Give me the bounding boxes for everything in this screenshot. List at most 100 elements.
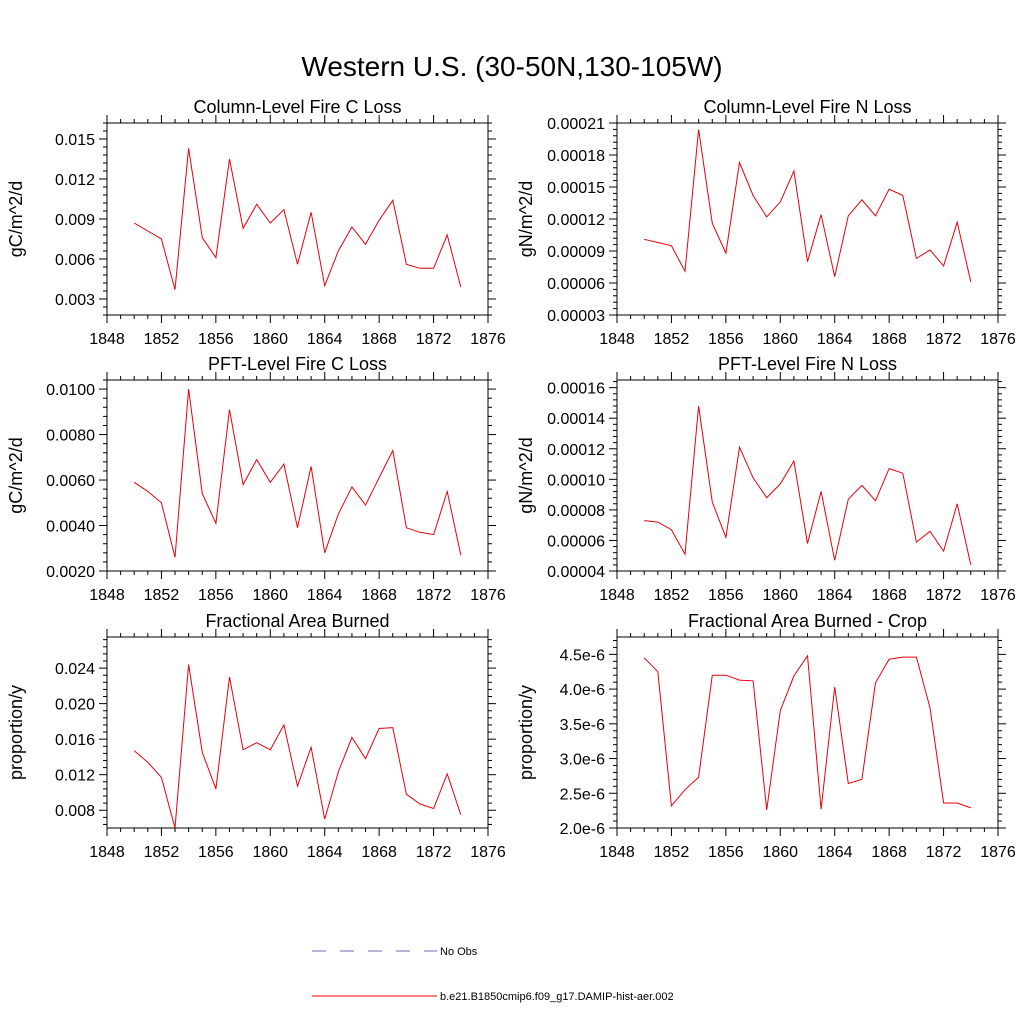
y-tick-label: 0.015 [55, 132, 95, 149]
x-tick-label: 1856 [708, 844, 744, 861]
series-line [133, 664, 462, 829]
y-axis-label: proportion/y [6, 685, 26, 780]
panels: Column-Level Fire C Loss 1848 1852 1856 1860… [6, 97, 1016, 861]
figure-title: Western U.S. (30-50N,130-105W) [301, 51, 722, 82]
y-tick-label: 0.00015 [547, 180, 605, 197]
plot-frame [106, 122, 489, 316]
x-tick-label: 1864 [307, 331, 343, 348]
y-tick-label: 0.00009 [547, 244, 605, 261]
x-tick-label: 1848 [599, 844, 635, 861]
x-tick-label: 1876 [470, 844, 506, 861]
y-tick-label: 3.0e-6 [560, 752, 605, 769]
x-tick-label: 1856 [708, 331, 744, 348]
x-tick-label: 1868 [871, 587, 907, 604]
chart-panel-1: Column-Level Fire C Loss 1848 1852 1856 1860… [6, 97, 506, 348]
chart-panel-3: PFT-Level Fire C Loss 1848 1852 1856 1860 186… [6, 354, 506, 604]
y-tick-label: 0.009 [55, 212, 95, 229]
x-tick-label: 1848 [599, 331, 635, 348]
y-tick-label: 0.0040 [46, 519, 95, 536]
y-tick-label: 0.00016 [547, 381, 605, 398]
y-tick-label: 0.0080 [46, 428, 95, 445]
x-tick-label: 1868 [361, 844, 397, 861]
y-tick-label: 2.5e-6 [560, 786, 605, 803]
x-tick-label: 1856 [198, 587, 234, 604]
panel-title: Fractional Area Burned [205, 611, 389, 631]
x-tick-label: 1852 [144, 331, 180, 348]
panel-title: PFT-Level Fire N Loss [718, 354, 897, 374]
x-tick-label: 1848 [89, 587, 125, 604]
x-tick-label: 1876 [470, 587, 506, 604]
x-tick-label: 1856 [708, 587, 744, 604]
legend-label-2: b.e21.B1850cmip6.f09_g17.DAMIP-hist-aer.… [440, 991, 674, 1003]
panel-title: PFT-Level Fire C Loss [208, 354, 387, 374]
x-tick-label: 1860 [252, 331, 288, 348]
x-tick-label: 1872 [416, 844, 452, 861]
legend-label-1: No Obs [440, 946, 478, 958]
x-tick-label: 1872 [926, 331, 962, 348]
y-tick-label: 2.0e-6 [560, 821, 605, 838]
y-tick-label: 0.0020 [46, 564, 95, 581]
plot-frame [106, 379, 489, 572]
panel-title: Fractional Area Burned - Crop [688, 611, 927, 631]
y-tick-label: 0.00014 [547, 411, 605, 428]
chart-panel-2: Column-Level Fire N Loss 1848 1852 1856 1860… [516, 97, 1016, 348]
x-tick-label: 1868 [361, 587, 397, 604]
y-tick-label: 0.00004 [547, 564, 605, 581]
y-tick-label: 0.00006 [547, 533, 605, 550]
x-tick-label: 1852 [654, 331, 690, 348]
x-tick-label: 1868 [871, 331, 907, 348]
y-axis-label: gN/m^2/d [516, 437, 536, 513]
y-axis-label: gN/m^2/d [516, 181, 536, 257]
x-tick-label: 1848 [89, 844, 125, 861]
x-tick-label: 1848 [89, 331, 125, 348]
y-tick-label: 0.006 [55, 252, 95, 269]
x-tick-label: 1872 [926, 587, 962, 604]
x-tick-label: 1864 [817, 587, 853, 604]
series-line [133, 389, 462, 558]
y-tick-label: 0.0060 [46, 473, 95, 490]
x-tick-label: 1868 [871, 844, 907, 861]
series-line [644, 405, 972, 566]
x-tick-label: 1856 [198, 844, 234, 861]
y-tick-label: 3.5e-6 [560, 717, 605, 734]
x-tick-label: 1864 [307, 587, 343, 604]
y-tick-label: 0.020 [55, 697, 95, 714]
x-tick-label: 1864 [817, 331, 853, 348]
chart-panel-6: Fractional Area Burned - Crop 1848 1852 185… [516, 611, 1016, 861]
y-tick-label: 0.00010 [547, 472, 605, 489]
x-tick-label: 1864 [817, 844, 853, 861]
y-tick-label: 0.024 [55, 661, 95, 678]
x-tick-label: 1852 [144, 587, 180, 604]
y-tick-label: 0.00021 [547, 116, 605, 133]
x-tick-label: 1848 [599, 587, 635, 604]
y-tick-label: 0.008 [55, 803, 95, 820]
panel-title: Column-Level Fire C Loss [193, 97, 401, 117]
series-line [644, 129, 972, 283]
y-tick-label: 0.00012 [547, 212, 605, 229]
plot-frame [616, 122, 999, 316]
x-tick-label: 1872 [926, 844, 962, 861]
y-tick-label: 0.012 [55, 172, 95, 189]
y-tick-label: 0.00018 [547, 148, 605, 165]
x-tick-label: 1872 [416, 331, 452, 348]
x-tick-label: 1860 [252, 587, 288, 604]
legend: No Obs b.e21.B1850cmip6.f09_g17.DAMIP-his… [312, 946, 674, 1003]
plot-frame [106, 636, 489, 829]
x-tick-label: 1860 [762, 844, 798, 861]
series-line [133, 148, 462, 290]
y-tick-label: 4.5e-6 [560, 647, 605, 664]
x-tick-label: 1860 [762, 587, 798, 604]
x-tick-label: 1872 [416, 587, 452, 604]
x-tick-label: 1876 [980, 844, 1016, 861]
panel-title: Column-Level Fire N Loss [703, 97, 911, 117]
x-tick-label: 1876 [980, 587, 1016, 604]
y-tick-label: 4.0e-6 [560, 682, 605, 699]
x-tick-label: 1852 [654, 844, 690, 861]
y-tick-label: 0.016 [55, 732, 95, 749]
y-tick-label: 0.00008 [547, 503, 605, 520]
y-tick-label: 0.00003 [547, 308, 605, 325]
chart-panel-4: PFT-Level Fire N Loss 1848 1852 1856 1860 186… [516, 354, 1016, 604]
x-tick-label: 1876 [470, 331, 506, 348]
series-line [643, 654, 971, 810]
x-tick-label: 1852 [144, 844, 180, 861]
